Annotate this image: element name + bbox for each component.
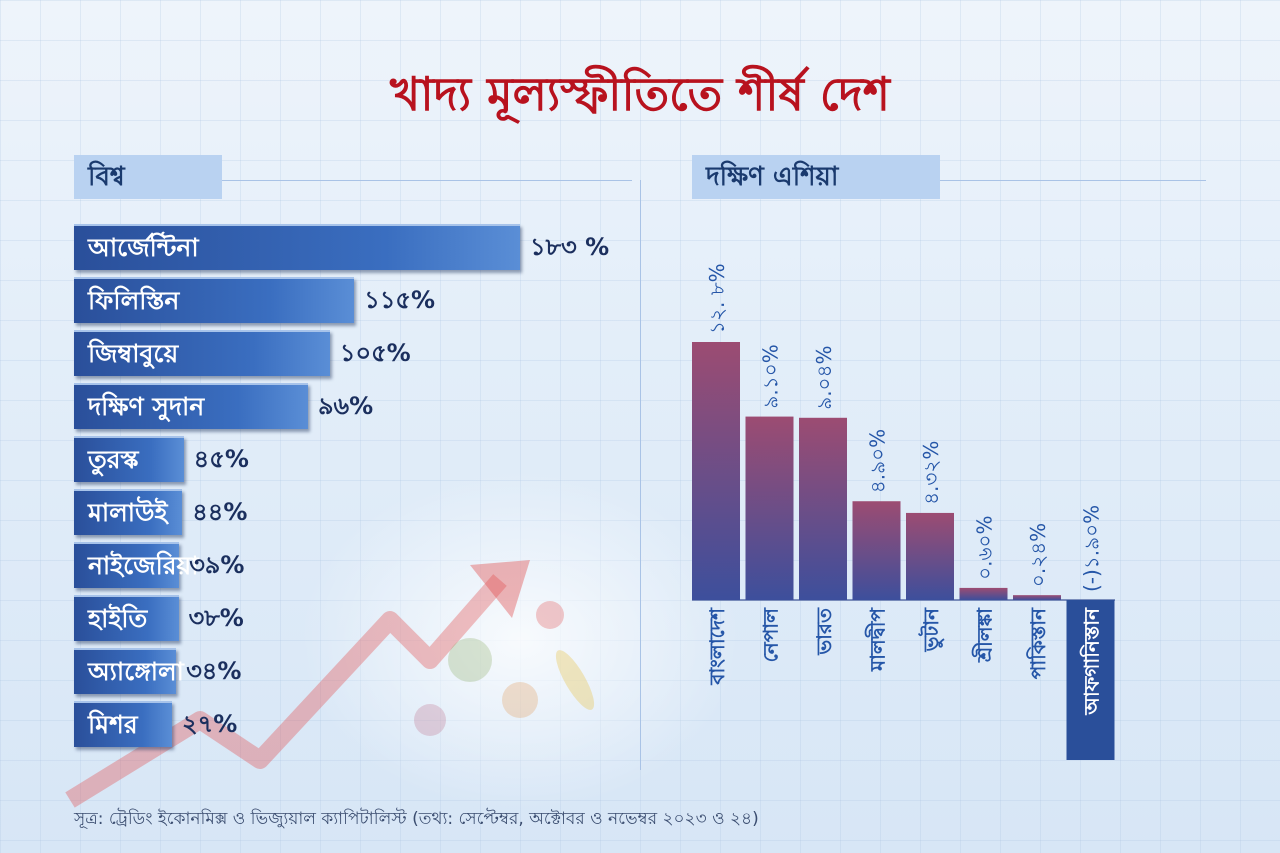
- south-asia-bar: [852, 501, 901, 600]
- world-bar-label: আর্জেন্টিনা: [88, 233, 199, 262]
- south-asia-category-label: বাংলাদেশ: [705, 607, 729, 686]
- world-bar: আর্জেন্টিনা: [74, 224, 520, 270]
- south-asia-value-label: ৪.৩২%: [919, 441, 943, 505]
- south-asia-bar: [906, 512, 954, 600]
- panel-divider: [640, 180, 641, 770]
- world-bar-label: মিশর: [88, 710, 138, 739]
- world-bar: ফিলিস্তিন: [74, 277, 355, 323]
- south-asia-category-label: নেপাল: [759, 607, 783, 662]
- south-asia-category-label: পাকিস্তান: [1026, 607, 1050, 679]
- south-asia-value-label: ০.৬০%: [973, 516, 997, 580]
- world-bar-value: ১৮৩ %: [530, 233, 610, 261]
- south-asia-bar: [1013, 595, 1061, 600]
- world-bar-value: ১১৫%: [364, 286, 436, 314]
- world-bar-label: হাইতি: [88, 604, 148, 633]
- world-bar-value: ৩৪%: [186, 657, 242, 685]
- world-bar-label: মালাউই: [88, 498, 168, 527]
- south-asia-value-label: ১২. ৮%: [705, 263, 729, 334]
- south-asia-category-label: ভুটান: [918, 607, 945, 653]
- world-bar-value: ৪৫%: [193, 445, 249, 473]
- world-bar-value: ৯৬%: [317, 392, 374, 420]
- south-asia-category-label: শ্রীলঙ্কা: [972, 607, 997, 663]
- world-bar-value: ৩৯%: [189, 551, 245, 579]
- south-asia-bar: [799, 417, 847, 600]
- south-asia-category-label: ভারত: [812, 607, 836, 656]
- world-bar-value: ১০৫%: [339, 339, 411, 367]
- world-bar-label: নাইজেরিয়া: [88, 551, 199, 580]
- world-bar: দক্ষিণ সুদান: [74, 383, 308, 429]
- world-bar: হাইতি: [74, 595, 179, 641]
- south-asia-value-label: ০.২৪%: [1026, 523, 1050, 587]
- source-note: সূত্র: ট্রেডিং ইকোনমিক্স ও ভিজ্যুয়াল ক্…: [74, 809, 759, 829]
- world-bar-label: ফিলিস্তিন: [88, 286, 180, 315]
- world-bar-label: দক্ষিণ সুদান: [88, 392, 205, 421]
- sa-header-rule: [940, 180, 1206, 181]
- world-bar-value: ৪৪%: [192, 498, 248, 526]
- south-asia-section-header: দক্ষিণ এশিয়া: [692, 155, 940, 199]
- south-asia-bar: [745, 416, 794, 600]
- world-bar: মিশর: [74, 701, 172, 747]
- south-asia-category-label: আফগানিস্তান: [1080, 607, 1104, 716]
- south-asia-bar: [959, 587, 1008, 600]
- south-asia-value-label: (-)১.৯০%: [1080, 505, 1104, 592]
- world-bar: জিম্বাবুয়ে: [74, 330, 330, 376]
- south-asia-value-label: ৯.১০%: [759, 344, 783, 408]
- south-asia-bar-negative: [1066, 600, 1115, 760]
- chart-title: খাদ্য মূল্যস্ফীতিতে শীর্ষ দেশ: [390, 67, 890, 121]
- world-bar-label: জিম্বাবুয়ে: [88, 339, 179, 368]
- world-bar-value: ২৭%: [182, 710, 238, 738]
- south-asia-category-label: মালদ্বীপ: [865, 607, 890, 672]
- world-section-header: বিশ্ব: [74, 155, 222, 199]
- south-asia-value-label: ৯.০৪%: [812, 345, 836, 409]
- south-asia-value-label: ৪.৯০%: [866, 429, 890, 493]
- world-bar-value: ৩৮%: [188, 604, 244, 632]
- world-header-rule: [222, 180, 632, 181]
- world-bar: তুরস্ক: [74, 436, 184, 482]
- world-bar-label: অ্যাঙ্গোলা: [88, 657, 184, 686]
- world-bar: অ্যাঙ্গোলা: [74, 648, 184, 694]
- world-bar-label: তুরস্ক: [88, 445, 139, 474]
- world-bar: নাইজেরিয়া: [74, 542, 198, 588]
- world-bar: মালাউই: [74, 489, 183, 535]
- south-asia-bar: [692, 342, 740, 600]
